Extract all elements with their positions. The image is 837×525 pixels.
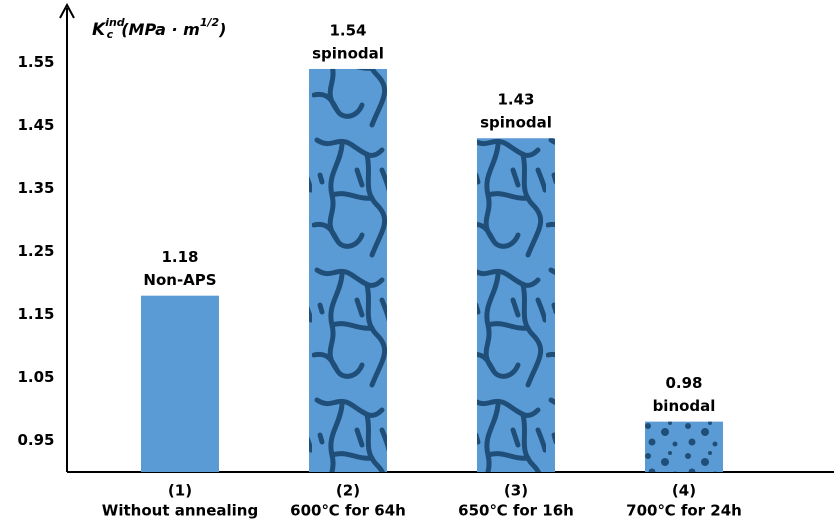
- y-tick-label: 1.05: [17, 368, 54, 386]
- y-label-part: (MPa · m: [121, 20, 200, 39]
- x-tick-label: (2): [336, 482, 360, 500]
- y-label-part: ): [218, 20, 226, 39]
- bar-texture: [309, 68, 387, 473]
- bar-texture: [645, 421, 723, 472]
- bar-annotation: spinodal: [480, 114, 552, 132]
- value-label: 1.54: [329, 21, 366, 39]
- x-tick-label: (1): [168, 482, 192, 500]
- y-tick-label: 1.55: [17, 53, 54, 71]
- y-axis-arrow: [59, 2, 75, 19]
- value-label: 0.98: [665, 374, 702, 392]
- bar-annotation: binodal: [653, 397, 716, 415]
- y-tick-label: 1.45: [17, 116, 54, 134]
- y-label-part: ind: [105, 16, 125, 29]
- bar-texture: [477, 138, 555, 473]
- x-tick-detail: 600℃ for 64h: [290, 502, 406, 520]
- y-label-part: 1/2: [200, 16, 220, 29]
- value-label: 1.18: [161, 248, 198, 266]
- x-tick-detail: 650℃ for 16h: [458, 502, 574, 520]
- y-label-part: K: [92, 20, 107, 40]
- y-tick-label: 1.15: [17, 305, 54, 323]
- bar-annotation: Non-APS: [143, 271, 216, 289]
- x-tick-detail: 700℃ for 24h: [626, 502, 742, 520]
- bar: [141, 295, 219, 472]
- y-tick-label: 1.35: [17, 179, 54, 197]
- x-tick-detail: Without annealing: [102, 502, 258, 520]
- x-tick-label: (3): [504, 482, 528, 500]
- value-label: 1.43: [497, 91, 534, 109]
- x-tick-label: (4): [672, 482, 696, 500]
- y-label-part: c: [107, 28, 114, 41]
- y-axis-label: Kind c (MPa · m1/2): [92, 16, 226, 41]
- y-tick-label: 0.95: [17, 431, 54, 449]
- y-tick-label: 1.25: [17, 242, 54, 260]
- bar-annotation: spinodal: [312, 44, 384, 62]
